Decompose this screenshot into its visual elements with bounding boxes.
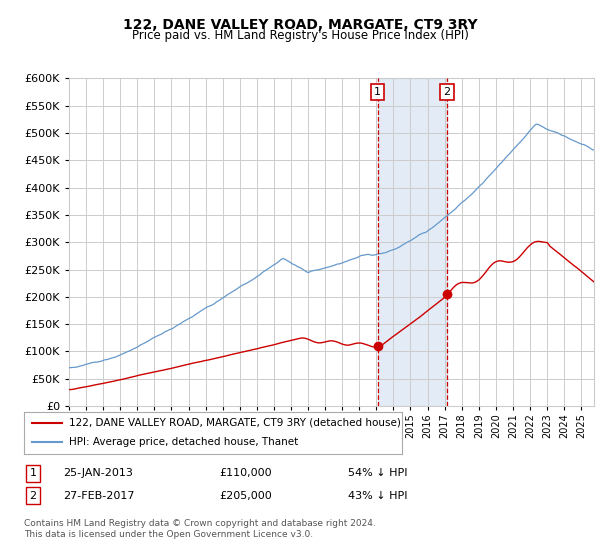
Text: 2: 2	[29, 491, 37, 501]
Text: £110,000: £110,000	[219, 468, 272, 478]
Text: 122, DANE VALLEY ROAD, MARGATE, CT9 3RY (detached house): 122, DANE VALLEY ROAD, MARGATE, CT9 3RY …	[70, 418, 401, 428]
Text: Contains HM Land Registry data © Crown copyright and database right 2024.
This d: Contains HM Land Registry data © Crown c…	[24, 520, 376, 539]
Text: 2: 2	[443, 87, 451, 97]
Text: Price paid vs. HM Land Registry's House Price Index (HPI): Price paid vs. HM Land Registry's House …	[131, 29, 469, 42]
Text: 1: 1	[29, 468, 37, 478]
Text: £205,000: £205,000	[219, 491, 272, 501]
Text: 27-FEB-2017: 27-FEB-2017	[63, 491, 134, 501]
Text: 122, DANE VALLEY ROAD, MARGATE, CT9 3RY: 122, DANE VALLEY ROAD, MARGATE, CT9 3RY	[122, 18, 478, 32]
Bar	[377, 78, 447, 406]
Text: HPI: Average price, detached house, Thanet: HPI: Average price, detached house, Than…	[70, 437, 299, 447]
Text: 1: 1	[374, 87, 381, 97]
Text: 54% ↓ HPI: 54% ↓ HPI	[348, 468, 407, 478]
Text: 25-JAN-2013: 25-JAN-2013	[63, 468, 133, 478]
Text: 43% ↓ HPI: 43% ↓ HPI	[348, 491, 407, 501]
